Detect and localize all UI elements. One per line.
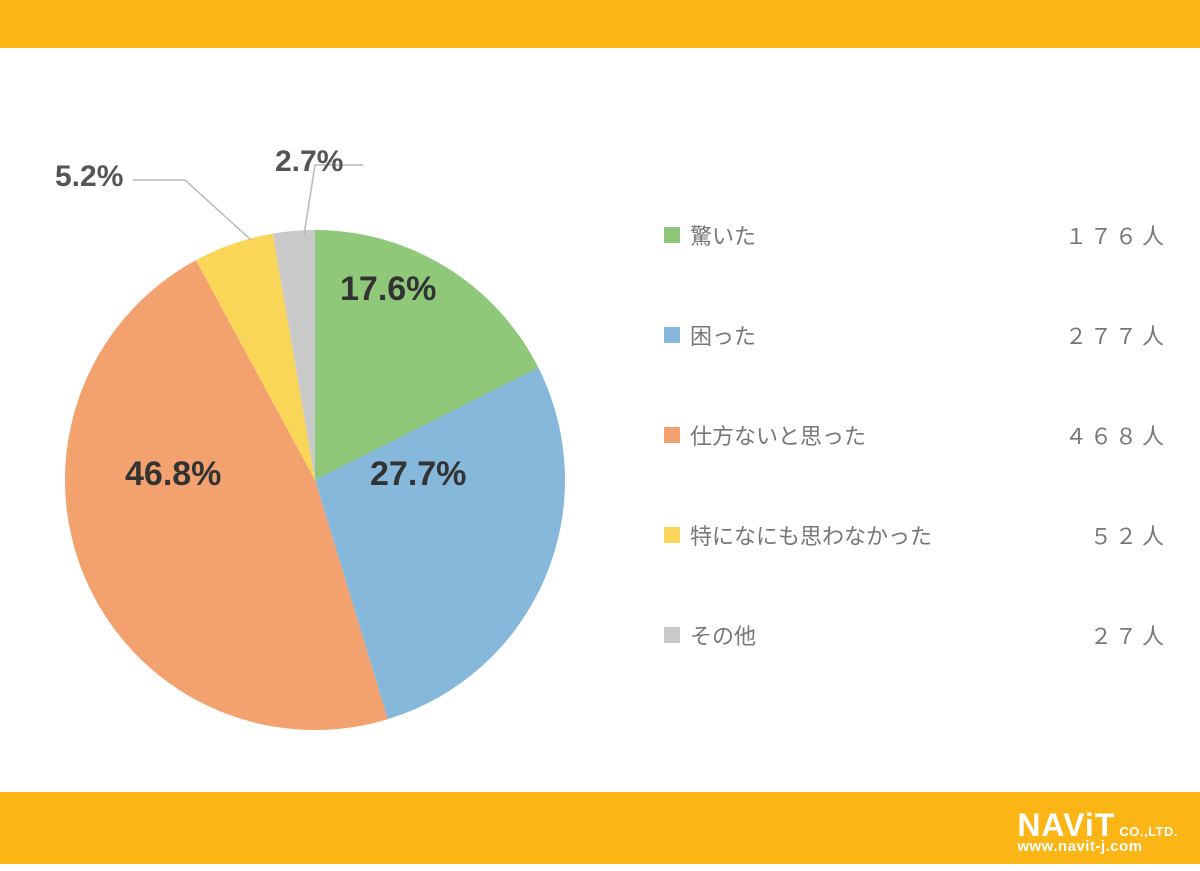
legend: 驚いた １７６人困った ２７７人仕方ないと思った ４６８人特になにも思わなかった ５２人…: [664, 185, 1164, 685]
legend-count-s4: ２７人: [1090, 619, 1164, 651]
legend-row-s0: 驚いた １７６人: [664, 185, 1164, 285]
legend-label-s3: 特になにも思わなかった: [690, 519, 932, 551]
legend-row-s3: 特になにも思わなかった ５２人: [664, 485, 1164, 585]
legend-swatch-s1: [664, 327, 680, 343]
page: 17.6% 27.7% 46.8% 5.2% 2.7% 驚いた １７６人困った ２７…: [0, 0, 1200, 871]
slice-label-s1: 27.7%: [370, 455, 466, 494]
legend-count-s3: ５２人: [1090, 519, 1164, 551]
leader-line-0: [133, 180, 251, 240]
legend-label-s0: 驚いた: [690, 219, 756, 251]
slice-label-s3: 5.2%: [55, 160, 123, 194]
legend-label-s4: その他: [690, 619, 756, 651]
logo-suffix: CO.,LTD.: [1119, 824, 1178, 839]
legend-swatch-s3: [664, 527, 680, 543]
legend-label-s1: 困った: [690, 319, 756, 351]
logo-line2: www.navit-j.com: [1017, 839, 1178, 854]
slice-label-s4: 2.7%: [275, 145, 343, 179]
legend-swatch-s0: [664, 227, 680, 243]
bottom-band: NAViTCO.,LTD. www.navit-j.com: [0, 792, 1200, 864]
legend-count-s1: ２７７人: [1065, 319, 1164, 351]
legend-swatch-s4: [664, 627, 680, 643]
legend-count-s2: ４６８人: [1065, 419, 1164, 451]
legend-label-s2: 仕方ないと思った: [690, 419, 866, 451]
slice-label-s0: 17.6%: [340, 270, 436, 309]
slice-label-s2: 46.8%: [125, 455, 221, 494]
brand-logo: NAViTCO.,LTD. www.navit-j.com: [1017, 809, 1178, 854]
legend-row-s2: 仕方ないと思った ４６８人: [664, 385, 1164, 485]
legend-row-s4: その他 ２７人: [664, 585, 1164, 685]
legend-swatch-s2: [664, 427, 680, 443]
legend-count-s0: １７６人: [1065, 219, 1164, 251]
top-band: [0, 0, 1200, 48]
legend-row-s1: 困った ２７７人: [664, 285, 1164, 385]
